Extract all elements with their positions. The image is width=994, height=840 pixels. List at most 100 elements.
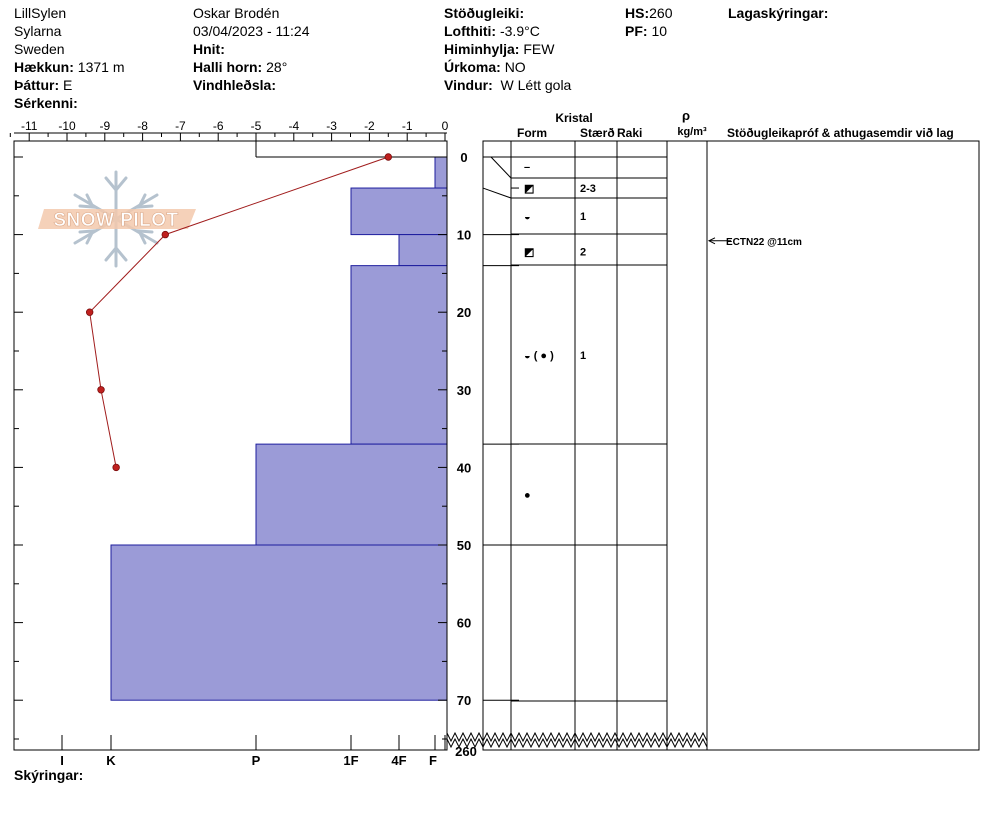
depth-tick-label: 30 (457, 383, 471, 398)
features-row: Sérkenni: (14, 94, 125, 112)
features-label: Sérkenni: (14, 95, 78, 111)
comments-header: Stöðugleikapróf & athugasemdir við lag (727, 126, 954, 140)
hardness-tick-label: F (429, 753, 437, 768)
size-header: Stærð (580, 126, 615, 140)
aspect-label: Þáttur: (14, 77, 60, 93)
form-header: Form (517, 126, 547, 140)
temperature-tick-label: -8 (137, 119, 148, 133)
hardness-layer-bar (110, 544, 448, 701)
hs-value: 260 (649, 5, 673, 21)
depth-tick-label: 10 (457, 228, 471, 243)
stability-test-label: ECTN22 @11cm (726, 237, 802, 248)
moisture-header: Raki (617, 126, 642, 140)
wind-loading-row: Vindhleðsla: (193, 76, 310, 94)
elevation-value: 1371 m (77, 59, 125, 75)
crystal-size-value: 1 (580, 350, 586, 362)
temperature-tick-label: -4 (288, 119, 299, 133)
observer-name: Oskar Brodén (193, 5, 280, 21)
stability-row: Stöðugleiki: (444, 4, 571, 22)
temperature-tick-label: -7 (175, 119, 186, 133)
density-unit-header: kg/m³ (677, 126, 707, 138)
depth-tick-label: 20 (457, 305, 471, 320)
snowpilot-logo-text: SNOW PILOT (53, 210, 178, 231)
pf-row: PF: 10 (625, 22, 672, 40)
profile-axes: -11 -10 -9 -8 -7 -6 -5 -4 -3 -2 -1 0010203040506070… (9, 119, 477, 768)
table-frame (482, 140, 980, 751)
temperature-series (85, 153, 392, 472)
stability-test-arrowhead (707, 237, 716, 245)
temperature-point (97, 386, 105, 394)
mountain-range: Sylarna (14, 23, 62, 39)
elevation-label: Hækkun: (14, 59, 74, 75)
air-temp-value: -3.9°C (499, 23, 540, 39)
temperature-tick-label: -9 (99, 119, 110, 133)
temperature-tick-label: -3 (326, 119, 337, 133)
precip-row: Úrkoma: NO (444, 58, 571, 76)
crystal-form-symbol: ◒ (524, 211, 531, 223)
hardness-tick-label: P (252, 753, 261, 768)
depth-tick-label: 40 (457, 460, 471, 475)
hardness-layer-bar (434, 156, 448, 189)
slope-row: Halli horn: 28° (193, 58, 310, 76)
temperature-tick-label: -6 (213, 119, 224, 133)
observation-datetime: 03/04/2023 - 11:24 (193, 23, 310, 39)
temperature-tick-label: -11 (21, 119, 38, 133)
elevation-row: Hækkun: 1371 m (14, 58, 125, 76)
hardness-layer-bar (398, 234, 448, 267)
coords-row: Hnit: (193, 40, 310, 58)
wind-label: Vindur: (444, 77, 493, 93)
crystal-size-value: 1 (580, 211, 586, 223)
pf-label: PF: (625, 23, 648, 39)
crystal-form-symbol: ◩ (524, 183, 534, 195)
country: Sweden (14, 41, 65, 57)
row-connector (490, 156, 512, 179)
temperature-point (85, 308, 94, 316)
aspect-row: Þáttur: E (14, 76, 125, 94)
depth-tick-label: 70 (457, 693, 471, 708)
crystal-size-value: 2 (580, 247, 586, 259)
precip-value: NO (504, 59, 526, 75)
temperature-point (384, 153, 392, 161)
air-temp-row: Lofthiti: -3.9°C (444, 22, 571, 40)
hardness-layer-bar (350, 187, 448, 236)
air-temp-label: Lofthiti: (444, 23, 497, 39)
rho-header: ρ (682, 108, 690, 123)
wind-row: Vindur: W Létt gola (444, 76, 571, 94)
crystal-form-symbol: – (524, 161, 530, 173)
hardness-tick-label: 4F (391, 753, 406, 768)
slope-value: 28° (266, 59, 288, 75)
hardness-tick-label: I (60, 753, 64, 768)
pf-value: 10 (651, 23, 668, 39)
depth-break-zigzag (446, 737, 708, 749)
depth-break-zigzag (446, 731, 708, 743)
row-connector (482, 187, 512, 199)
stability-label: Stöðugleiki: (444, 5, 525, 21)
snowpilot-logo: SNOW PILOT (38, 209, 196, 231)
temperature-point (161, 230, 169, 239)
crystal-header: Kristal (555, 111, 592, 125)
depth-tick-label: 60 (457, 616, 471, 631)
depth-tick-label: 50 (457, 538, 471, 553)
layer-table: – ◩ 2-3 ◒ 1 ◩ 2 ◒ ( ● ) 1 ● ECTN22 @11cm (446, 140, 980, 751)
notes-label: Skýringar: (14, 767, 84, 783)
temperature-tick-label: -10 (58, 119, 76, 133)
precip-label: Úrkoma: (444, 59, 501, 75)
hs-row: HS:260 (625, 4, 672, 22)
plot-frame (13, 140, 448, 751)
crystal-form-symbol: ◩ (524, 247, 534, 259)
sky-value: FEW (523, 41, 555, 57)
layer-notes-label: Lagaskýringar: (728, 5, 829, 21)
temperature-tick-label: -1 (402, 119, 413, 133)
location-name: LillSylen (14, 5, 67, 21)
hardness-layers (110, 156, 448, 701)
crystal-form-symbol: ● (524, 490, 531, 502)
wind-loading-label: Vindhleðsla: (193, 77, 276, 93)
temperature-point (112, 463, 120, 472)
hs-label: HS: (625, 5, 650, 21)
crystal-form-symbol: ◒ ( ● ) (524, 350, 554, 362)
temperature-tick-label: -2 (364, 119, 375, 133)
hardness-layer-bar (350, 265, 448, 445)
temperature-tick-label: -5 (251, 119, 262, 133)
temperature-tick-label: 0 (442, 119, 449, 133)
sky-label: Himinhylja: (444, 41, 520, 57)
